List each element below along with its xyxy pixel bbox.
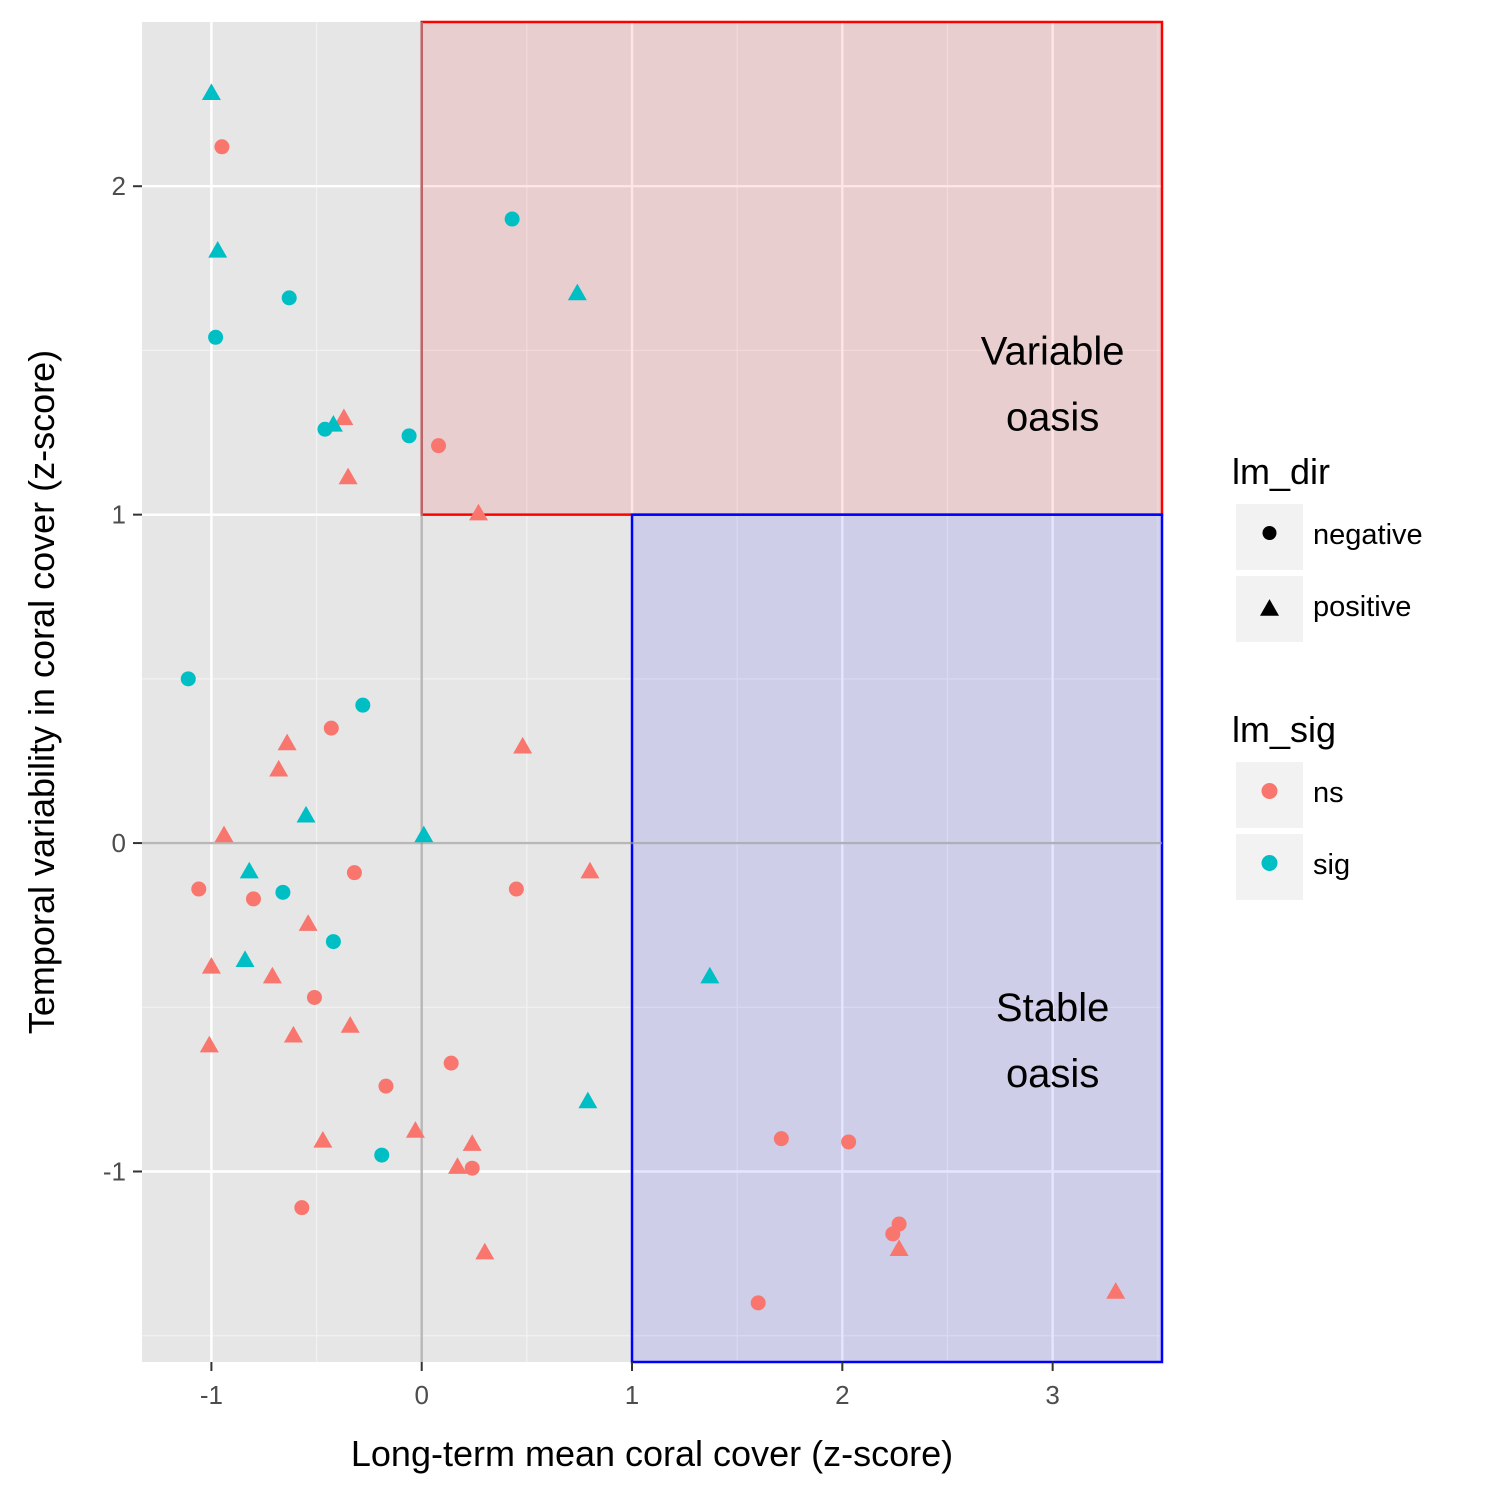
point-31 [325,934,341,950]
point-35 [700,966,720,984]
point-48 [374,1147,390,1163]
point-29 [508,881,524,897]
point-24 [580,861,600,879]
point-14 [180,671,196,687]
point-57 [1106,1282,1126,1299]
legend-key-swatch [1261,783,1278,799]
point-20 [296,805,316,823]
point-23 [239,861,259,879]
point-41 [378,1078,394,1094]
point-9 [401,428,417,444]
point-47 [841,1134,857,1150]
plot-panel [142,22,1162,1362]
region-labels: Variable oasis Stable oasis [981,329,1125,1096]
point-40 [443,1055,459,1071]
point-25 [346,865,362,881]
y-axis-title: Temporal variability in coral cover (z-s… [21,350,62,1034]
point-33 [201,956,221,974]
legend-title-lm_sig: lm_sig [1232,709,1336,750]
x-tick-label: -1 [200,1380,223,1410]
x-tick-label: 1 [625,1380,639,1410]
point-46 [773,1131,789,1147]
point-3 [281,290,297,306]
region-label-1-0: Stable [996,986,1109,1030]
x-tick-label: 2 [835,1380,849,1410]
x-axis-title: Long-term mean coral cover (z-score) [351,1433,953,1474]
point-54 [889,1239,909,1257]
point-26 [191,881,207,897]
legend-label-positive: positive [1313,591,1411,623]
point-37 [340,1016,360,1033]
point-13 [468,503,488,521]
minor-gridlines [142,22,1162,1362]
point-28 [275,884,291,900]
region-label-0-1: oasis [1006,395,1099,439]
point-2 [208,240,228,258]
point-38 [283,1025,303,1043]
point-16 [323,720,339,736]
data-points [180,83,1126,1311]
region-0 [420,20,1164,516]
point-19 [513,736,533,754]
y-tick-label: 0 [112,828,126,858]
point-0 [201,83,221,100]
point-5 [334,408,354,426]
y-tick-label: 1 [112,500,126,530]
point-18 [269,759,289,777]
point-8 [338,467,358,485]
point-32 [235,950,255,968]
point-51 [294,1200,310,1216]
y-tick-label: -1 [103,1157,126,1187]
x-axis-ticks: -1 0 1 2 3 [200,1362,1060,1410]
point-4 [208,329,224,345]
point-39 [199,1035,219,1053]
point-7 [317,421,333,437]
point-10 [431,438,447,454]
region-label-0-0: Variable [981,329,1125,373]
legend-label-sig: sig [1313,849,1350,881]
point-15 [355,697,371,713]
point-34 [262,966,282,984]
point-50 [464,1160,480,1176]
point-1 [214,139,230,155]
point-56 [750,1295,766,1311]
legend-label-negative: negative [1313,519,1423,551]
point-45 [462,1134,482,1151]
point-27 [245,891,261,907]
point-12 [567,283,587,301]
legend-title-lm_dir: lm_dir [1232,451,1330,492]
point-53 [885,1226,901,1242]
reference-lines [142,22,1162,1362]
point-49 [447,1157,467,1174]
point-11 [504,211,520,227]
y-tick-label: 2 [112,171,126,201]
legend-key-triangle [1260,599,1279,616]
point-36 [306,989,322,1005]
y-axis-ticks: -1 0 1 2 [103,171,142,1187]
point-42 [578,1091,598,1109]
x-tick-label: 3 [1045,1380,1059,1410]
legend-key-swatch [1261,855,1278,871]
point-22 [414,825,434,843]
point-21 [214,825,234,843]
point-43 [405,1121,425,1138]
point-55 [475,1242,495,1260]
point-17 [277,733,297,751]
x-tick-label: 0 [414,1380,428,1410]
region-label-1-1: oasis [1006,1052,1099,1096]
legend-key-circle [1262,526,1277,540]
point-30 [298,914,318,931]
legend-label-ns: ns [1313,777,1344,809]
point-44 [313,1131,333,1148]
